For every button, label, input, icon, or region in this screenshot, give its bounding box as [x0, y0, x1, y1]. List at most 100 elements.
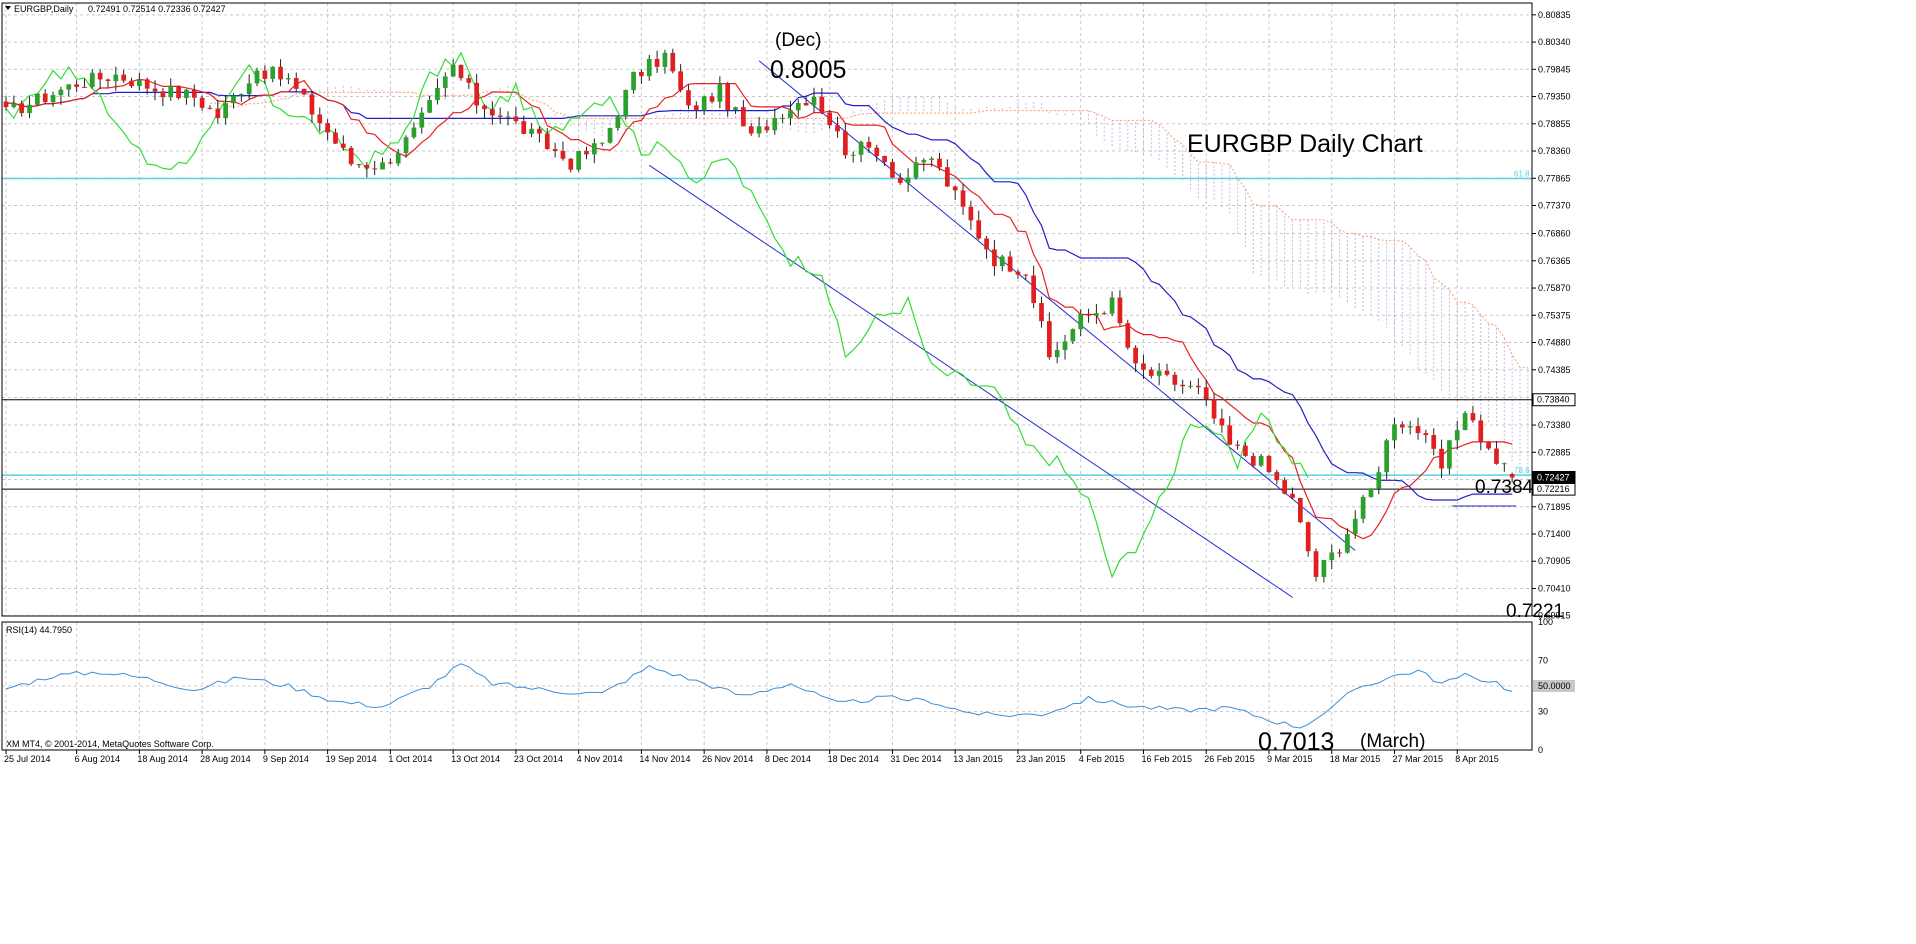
- candle-body: [364, 164, 370, 169]
- candle-body: [1148, 369, 1154, 376]
- rsi-tick-label: 70: [1538, 655, 1548, 665]
- candle-body: [1384, 440, 1389, 473]
- price-level-tag-text: 0.72216: [1537, 484, 1570, 494]
- candle-body: [105, 79, 111, 82]
- candle-body: [482, 105, 487, 110]
- candle-body: [176, 85, 181, 99]
- symbol-label: EURGBP,Daily: [14, 4, 74, 14]
- candle-body: [913, 162, 919, 178]
- date-tick-label: 1 Oct 2014: [388, 754, 432, 764]
- candle-body: [1054, 349, 1060, 358]
- candle-body: [113, 74, 119, 82]
- price-tick-label: 0.73380: [1538, 420, 1571, 430]
- price-level-tag-text: 0.73840: [1537, 395, 1570, 405]
- candle-body: [631, 71, 636, 91]
- candle-body: [513, 116, 519, 122]
- candle-body: [1462, 413, 1468, 431]
- candle-body: [1274, 472, 1280, 481]
- candle-body: [1156, 370, 1162, 376]
- rsi-tick-label: 50.0000: [1538, 681, 1571, 691]
- date-tick-label: 18 Aug 2014: [137, 754, 188, 764]
- candle-body: [709, 96, 715, 102]
- price-tick-label: 0.70905: [1538, 556, 1571, 566]
- copyright-text: XM MT4, © 2001-2014, MetaQuotes Software…: [6, 739, 214, 749]
- candle-body: [419, 112, 425, 128]
- candle-body: [929, 158, 935, 161]
- candle-body: [254, 70, 260, 84]
- senkou-span-b-line: [209, 91, 1528, 369]
- candle-body: [207, 107, 213, 109]
- candle-body: [748, 126, 754, 134]
- candle-body: [270, 66, 276, 79]
- candle-body: [788, 110, 793, 118]
- candle-body: [921, 160, 927, 163]
- candle-body: [1509, 473, 1515, 478]
- candle-body: [1086, 313, 1091, 316]
- candle-body: [1133, 347, 1138, 364]
- candle-body: [1407, 426, 1413, 428]
- candle-body: [395, 153, 401, 164]
- candle-body: [1203, 387, 1209, 400]
- candle-body: [1329, 552, 1335, 561]
- candle-body: [968, 206, 974, 221]
- candle-body: [1046, 321, 1052, 358]
- candle-body: [521, 121, 527, 134]
- candle-body: [670, 52, 676, 72]
- candle-body: [372, 168, 378, 170]
- candle-body: [1305, 522, 1311, 552]
- candle-body: [984, 238, 989, 250]
- price-tick-label: 0.77370: [1538, 200, 1571, 210]
- candle-body: [639, 71, 644, 77]
- rsi-tick-label: 0: [1538, 745, 1543, 755]
- candle-body: [741, 107, 746, 127]
- candle-body: [952, 186, 958, 191]
- candle-body: [35, 93, 40, 105]
- candle-body: [325, 123, 330, 133]
- candle-body: [97, 72, 103, 80]
- candle-body: [701, 96, 707, 111]
- candle-body: [466, 78, 472, 83]
- candle-body: [223, 103, 229, 119]
- candle-body: [850, 154, 856, 156]
- date-tick-label: 26 Nov 2014: [702, 754, 753, 764]
- candle-body: [1447, 440, 1452, 469]
- candle-body: [764, 126, 770, 131]
- date-tick-label: 25 Jul 2014: [4, 754, 51, 764]
- candle-body: [819, 96, 825, 113]
- candle-body: [293, 78, 299, 89]
- candle-body: [1172, 374, 1178, 385]
- candle-body: [599, 142, 605, 144]
- candle-body: [756, 126, 762, 134]
- candle-body: [560, 151, 566, 159]
- candle-body: [50, 95, 56, 103]
- candle-body: [1423, 433, 1429, 436]
- price-tick-label: 0.71895: [1538, 502, 1571, 512]
- candle-body: [960, 190, 966, 207]
- candle-body: [11, 103, 17, 108]
- candle-body: [348, 147, 354, 165]
- price-level-tag: [1532, 470, 1576, 484]
- chikou-span-line: [5, 51, 1309, 579]
- candle-body: [356, 164, 362, 166]
- candle-body: [552, 149, 558, 152]
- date-tick-label: 13 Oct 2014: [451, 754, 500, 764]
- rsi-level-tag: [1533, 680, 1575, 692]
- candle-body: [427, 100, 432, 113]
- candle-body: [725, 83, 731, 110]
- price-tick-label: 0.78855: [1538, 119, 1571, 129]
- candle-body: [450, 64, 456, 77]
- candle-body: [388, 162, 393, 164]
- candle-body: [286, 78, 291, 80]
- price-tick-label: 0.75870: [1538, 283, 1571, 293]
- candle-body: [1078, 313, 1084, 330]
- candle-body: [1188, 385, 1193, 387]
- candle-body: [1439, 448, 1444, 469]
- price-tick-label: 0.77865: [1538, 173, 1571, 183]
- candle-body: [1345, 534, 1350, 553]
- level-low-label: 0.7221: [1506, 601, 1564, 622]
- date-tick-label: 23 Oct 2014: [514, 754, 563, 764]
- candle-body: [317, 114, 323, 124]
- candle-body: [238, 94, 244, 96]
- candle-body: [184, 89, 189, 99]
